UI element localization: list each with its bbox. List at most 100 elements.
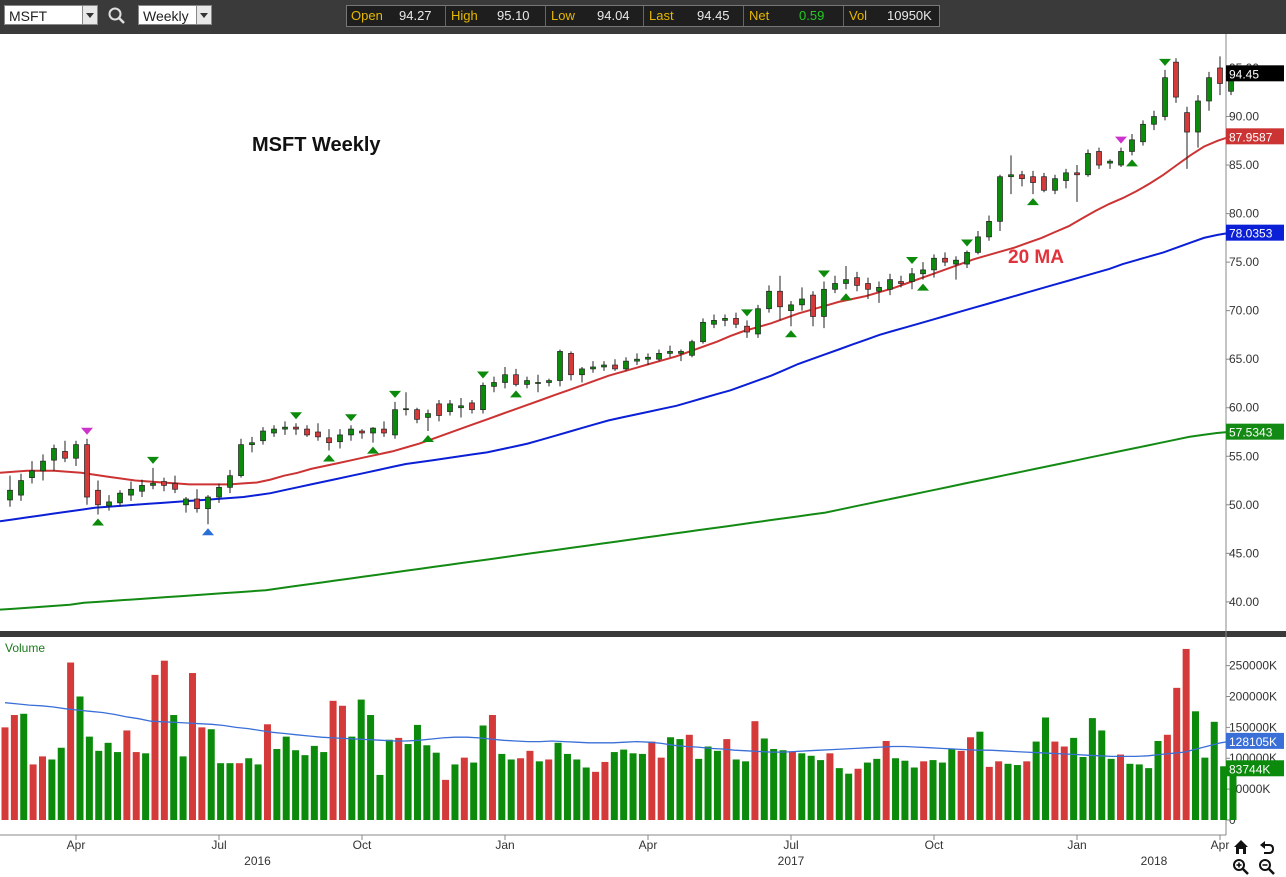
period-select[interactable]: Weekly <box>138 5 198 25</box>
candle-body <box>1030 176 1036 183</box>
pivot-marker <box>1126 159 1138 167</box>
volume-bar <box>807 755 815 820</box>
candle-body <box>414 409 420 420</box>
volume-bar <box>1032 741 1040 820</box>
candle-body <box>1052 178 1058 191</box>
high-label: High <box>451 8 478 23</box>
candle-body <box>777 290 783 308</box>
zoom-out-icon[interactable] <box>1258 858 1276 876</box>
volume-bar <box>667 737 675 820</box>
volume-bar <box>432 752 440 820</box>
last-label: Last <box>649 8 674 23</box>
pivot-marker <box>345 414 357 422</box>
home-icon[interactable] <box>1232 838 1250 856</box>
volume-bar <box>85 736 93 820</box>
zoom-in-icon[interactable] <box>1232 858 1250 876</box>
candle-body <box>711 320 717 325</box>
volume-bar <box>179 756 187 820</box>
volume-bar <box>38 756 46 820</box>
volume-bar <box>1042 717 1050 820</box>
volume-bar <box>207 729 215 820</box>
volume-bar <box>1126 763 1134 820</box>
volume-bar <box>854 768 862 820</box>
volume-bar <box>451 764 459 820</box>
last-value: 94.45 <box>697 8 730 23</box>
candle-body <box>733 318 739 325</box>
volume-bar <box>620 749 628 820</box>
volume-bar <box>713 750 721 820</box>
candle-body <box>1162 77 1168 117</box>
candle-body <box>909 273 915 282</box>
volume-bar <box>929 760 937 820</box>
pivot-marker <box>906 256 918 264</box>
volume-bar <box>1163 734 1171 820</box>
candle-body <box>854 277 860 286</box>
candle-body <box>832 283 838 290</box>
volume-bar <box>76 696 84 820</box>
pivot-marker <box>785 330 797 338</box>
candle-body <box>216 486 222 498</box>
volume-bar <box>995 761 1003 820</box>
volume-bar <box>545 759 553 820</box>
net-value: 0.59 <box>799 8 825 23</box>
chart-area[interactable]: MSFT Weekly 20 MA Volume 40.00 45.00 50.00 55.… <box>0 34 1286 877</box>
volume-bar <box>517 758 525 820</box>
volume-bar <box>1013 765 1021 820</box>
volume-bar <box>320 752 328 820</box>
candle-body <box>1096 151 1102 166</box>
volume-bar <box>1 727 9 820</box>
volume-bar <box>442 779 450 820</box>
volume-bar <box>967 737 975 820</box>
volume-bar <box>1229 768 1237 820</box>
candle-body <box>161 481 167 486</box>
symbol-input[interactable]: MSFT <box>4 5 84 25</box>
symbol-chevron-down-icon[interactable] <box>82 5 98 25</box>
candle-body <box>183 498 189 506</box>
pivot-marker <box>422 435 434 443</box>
candle-body <box>469 402 475 411</box>
candle-body <box>315 431 321 438</box>
candle-body <box>601 364 607 368</box>
pivot-marker <box>1115 136 1127 144</box>
candle-body <box>271 428 277 434</box>
volume-bar <box>507 759 515 820</box>
candle-body <box>513 374 519 385</box>
volume-bar <box>357 699 365 820</box>
volume-bar <box>57 747 65 820</box>
price-tick-label: 90.00 <box>1229 110 1259 124</box>
candle-body <box>931 257 937 271</box>
candle-body <box>172 483 178 490</box>
candle-body <box>205 496 211 510</box>
period-chevron-down-icon[interactable] <box>196 5 212 25</box>
volume-bar <box>423 745 431 820</box>
candle-body <box>1041 176 1047 191</box>
pivot-marker <box>367 446 379 454</box>
volume-bar <box>873 758 881 820</box>
volume-bar <box>920 761 928 820</box>
x-tick-label: Oct <box>925 838 944 852</box>
pivot-marker <box>477 371 489 379</box>
volume-bar <box>751 721 759 820</box>
candle-body <box>29 470 35 478</box>
volume-tick-label: 200000K <box>1229 689 1277 703</box>
volume-bar <box>1004 763 1012 820</box>
search-icon[interactable] <box>106 5 128 27</box>
candle-body <box>403 408 409 411</box>
candle-body <box>73 444 79 459</box>
undo-icon[interactable] <box>1258 838 1276 856</box>
volume-bar <box>142 753 150 820</box>
pivot-marker <box>917 283 929 291</box>
price-tick-label: 85.00 <box>1229 158 1259 172</box>
volume-bar <box>226 763 234 820</box>
volume-bar <box>460 757 468 820</box>
volume-bar <box>113 752 121 820</box>
volume-bar <box>1135 764 1143 820</box>
candle-body <box>392 409 398 436</box>
candle-body <box>535 382 541 384</box>
high-value: 95.10 <box>497 8 530 23</box>
candle-body <box>447 403 453 412</box>
x-tick-label: Jan <box>495 838 514 852</box>
volume-bar <box>535 761 543 820</box>
ma50-price-tag: 78.0353 <box>1229 227 1273 241</box>
candle-body <box>799 298 805 306</box>
